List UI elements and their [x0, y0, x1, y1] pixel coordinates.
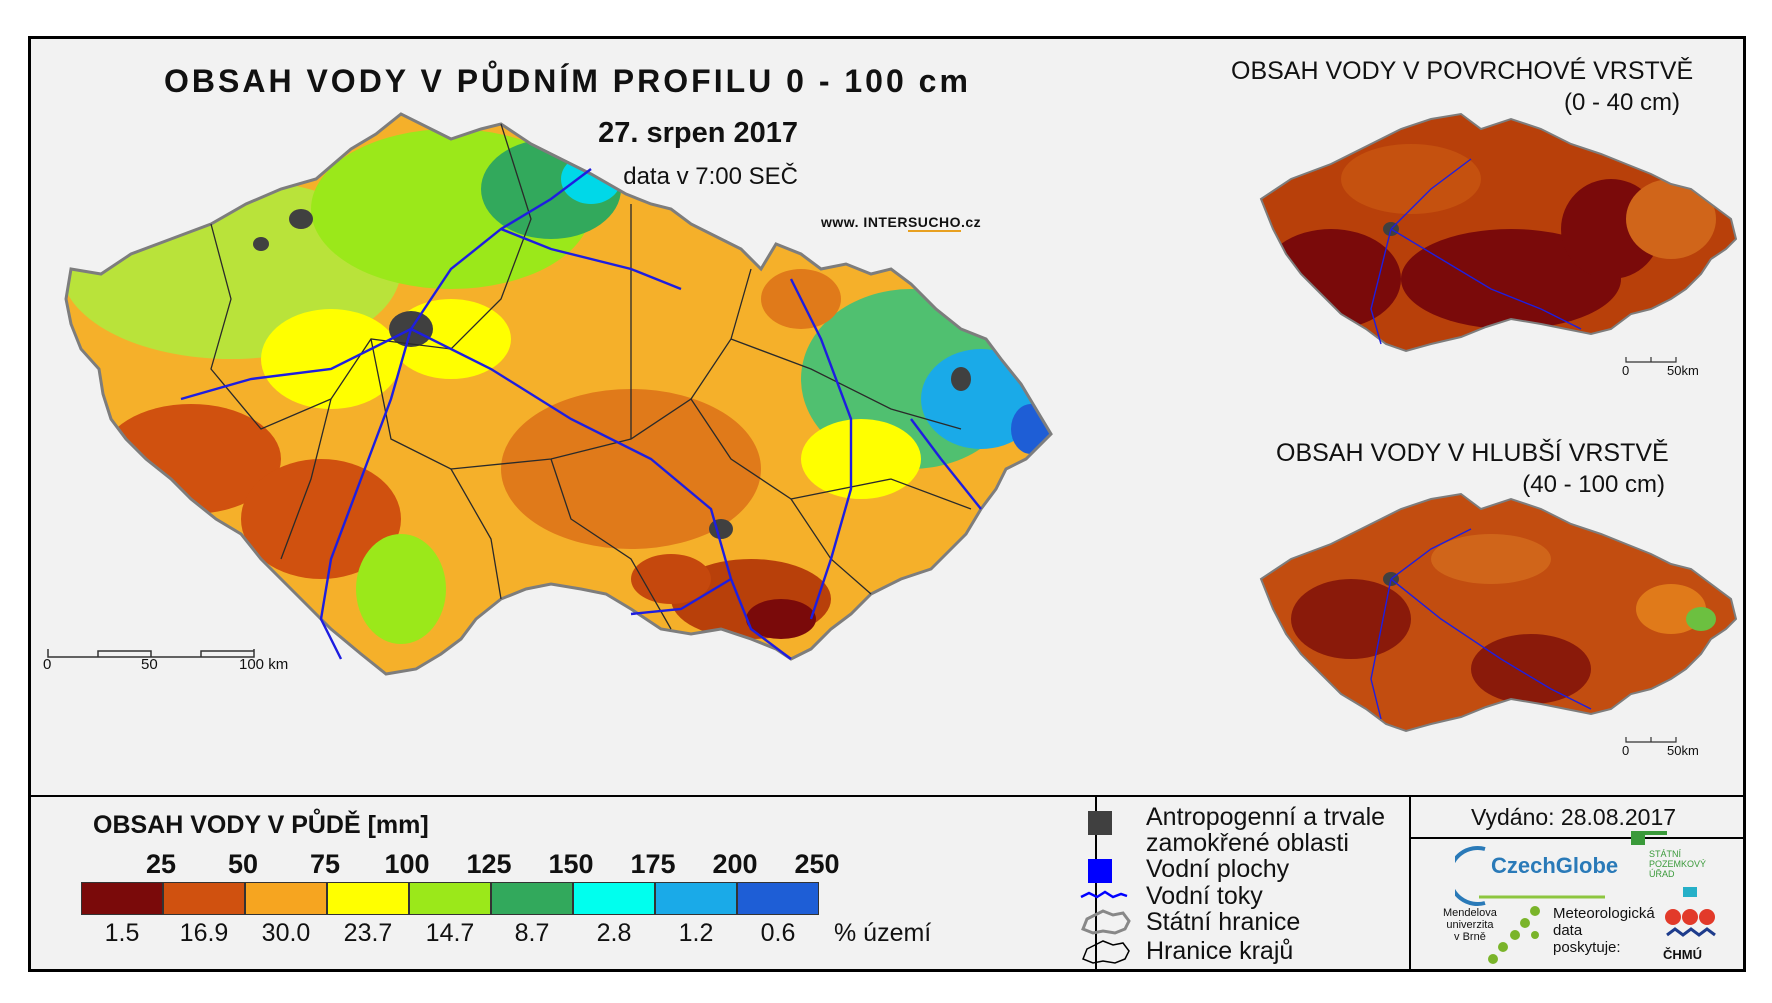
spu-line-3: ÚŘAD	[1649, 869, 1675, 879]
legend-percent: 23.7	[343, 919, 393, 947]
web-prefix: www. INTER	[821, 214, 908, 230]
meteo-line-1: Meteorologická	[1553, 905, 1655, 922]
percent-territory-label: % území	[834, 919, 932, 947]
legend-swatch	[491, 882, 573, 915]
legend-divider	[31, 795, 1743, 797]
chmu-logo: ČHMÚ	[1663, 947, 1702, 962]
deep-map-title: OBSAH VODY V HLUBŠÍ VRSTVĚ	[1276, 439, 1669, 467]
meteo-line-2: data	[1553, 922, 1583, 939]
legend-threshold: 150	[548, 849, 594, 879]
water-body-swatch-icon	[1088, 859, 1112, 883]
legend-swatch	[81, 882, 163, 915]
legend-threshold: 200	[712, 849, 758, 879]
spu-logo-icon	[1631, 831, 1667, 845]
issued-divider	[1411, 837, 1745, 839]
legend-percent: 1.5	[104, 919, 140, 947]
legend-swatch	[409, 882, 491, 915]
water-bodies-label: Vodní plochy	[1146, 855, 1290, 883]
czechglobe-logo-icon	[1455, 846, 1605, 906]
rivers-label: Vodní toky	[1146, 882, 1263, 910]
mendel-line-3: v Brně	[1454, 931, 1486, 943]
mendel-logo: Mendelova univerzita v Brně	[1443, 907, 1497, 943]
deep-layer-map	[1259, 492, 1738, 743]
main-map-title: OBSAH VODY V PŮDNÍM PROFILU 0 - 100 cm	[164, 63, 971, 99]
web-suffix: .cz	[961, 214, 982, 230]
scale-label-50: 50	[141, 656, 158, 673]
legend-swatch	[327, 882, 409, 915]
legend-percent: 16.9	[179, 919, 229, 947]
main-scale-bar	[47, 649, 255, 658]
anthropogenic-swatch-icon	[1088, 811, 1112, 835]
legend-swatch	[163, 882, 245, 915]
legend-swatch	[573, 882, 655, 915]
legend-threshold: 175	[630, 849, 676, 879]
main-map-date: 27. srpen 2017	[598, 117, 798, 149]
legend-percent: 14.7	[425, 919, 475, 947]
mendel-line-1: Mendelova	[1443, 907, 1497, 919]
meteo-line-3: poskytuje:	[1553, 939, 1621, 956]
legend-threshold: 50	[227, 849, 259, 879]
symbol-divider	[1095, 795, 1097, 972]
map-frame: 0 50 100 km OBSAH VODY V PŮDNÍM PROFILU …	[28, 36, 1746, 972]
web-highlight: SUCHO	[907, 214, 961, 232]
meteo-data-label: Meteorologická data poskytuje:	[1553, 905, 1655, 956]
scale-label-100: 100 km	[239, 656, 289, 673]
region-border-icon	[1082, 940, 1130, 964]
legend-title: OBSAH VODY V PŮDĚ [mm]	[93, 811, 429, 839]
legend-swatch	[737, 882, 819, 915]
deep-map-subtitle: (40 - 100 cm)	[1522, 471, 1665, 498]
deep-scale-0: 0	[1622, 743, 1630, 758]
legend-percent: 2.8	[596, 919, 632, 947]
main-soil-water-map	[47, 112, 1053, 676]
legend-threshold: 125	[466, 849, 512, 879]
region-border-label: Hranice krajů	[1146, 937, 1294, 965]
surface-map-subtitle: (0 - 40 cm)	[1563, 89, 1680, 116]
state-border-label: Státní hranice	[1146, 908, 1301, 936]
deep-scale-50: 50km	[1667, 743, 1699, 758]
river-line-icon	[1080, 890, 1128, 899]
anthropogenic-label: Antropogenní a trvale	[1146, 803, 1386, 831]
legend-swatch	[655, 882, 737, 915]
spu-line-2: POZEMKOVÝ	[1649, 859, 1707, 869]
legend-percent: 30.0	[261, 919, 311, 947]
surface-scale-0: 0	[1622, 363, 1630, 378]
issued-date: Vydáno: 28.08.2017	[1471, 804, 1677, 830]
legend-percent: 1.2	[678, 919, 714, 947]
legend-threshold: 25	[145, 849, 177, 879]
scale-label-0: 0	[43, 656, 52, 673]
legend-percent: 0.6	[760, 919, 796, 947]
spu-logo: STÁTNÍ POZEMKOVÝ ÚŘAD	[1649, 849, 1706, 879]
state-border-icon	[1081, 909, 1131, 935]
surface-scale-50: 50km	[1667, 363, 1699, 378]
intersucho-link[interactable]: www. INTERSUCHO.cz	[821, 214, 982, 232]
legend-percent: 8.7	[514, 919, 550, 947]
legend-threshold: 250	[794, 849, 840, 879]
footer-divider	[1409, 795, 1411, 972]
surface-layer-map	[1259, 112, 1738, 363]
main-map-time: data v 7:00 SEČ	[623, 163, 798, 190]
anthropogenic-label-2: zamokřené oblasti	[1146, 829, 1349, 857]
czechglobe-logo: CzechGlobe	[1491, 853, 1619, 878]
mendel-dots-icon	[1488, 906, 1540, 964]
chmu-logo-icon	[1665, 887, 1716, 937]
legend-threshold: 100	[384, 849, 430, 879]
legend-threshold: 75	[309, 849, 341, 879]
spu-line-1: STÁTNÍ	[1649, 849, 1682, 859]
surface-map-title: OBSAH VODY V POVRCHOVÉ VRSTVĚ	[1231, 57, 1694, 85]
legend-swatch	[245, 882, 327, 915]
mendel-line-2: univerzita	[1446, 919, 1494, 931]
